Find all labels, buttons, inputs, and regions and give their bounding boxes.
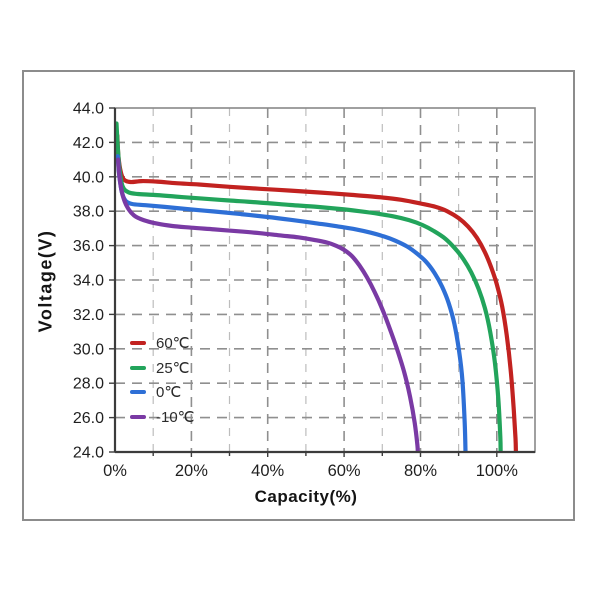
x-tick-label: 20%: [175, 462, 208, 480]
x-tick-label: 0%: [103, 462, 127, 480]
y-tick-label: 26.0: [73, 410, 104, 427]
y-tick-label: 40.0: [73, 169, 104, 186]
y-tick-label: 36.0: [73, 238, 104, 255]
y-axis-title: Voltage(V): [35, 229, 56, 333]
x-tick-label: 60%: [328, 462, 361, 480]
y-tick-label: 24.0: [73, 445, 104, 462]
legend-label: 0℃: [156, 384, 182, 402]
legend: 60℃ 25℃ 0℃ -10℃: [130, 331, 195, 429]
curve--10c: [116, 157, 420, 452]
legend-item-60c: 60℃: [130, 331, 195, 356]
legend-item-25c: 25℃: [130, 356, 195, 381]
y-tick-label: 42.0: [73, 135, 104, 152]
legend-swatch-icon: [130, 390, 146, 395]
curve-0c: [115, 154, 468, 452]
legend-item--10c: -10℃: [130, 405, 195, 430]
legend-swatch-icon: [130, 414, 146, 419]
x-tick-label: 40%: [251, 462, 284, 480]
curve-25c: [114, 121, 503, 452]
legend-swatch-icon: [130, 365, 146, 370]
legend-swatch-icon: [130, 341, 146, 346]
y-tick-label: 38.0: [73, 204, 104, 221]
y-tick-label: 30.0: [73, 341, 104, 358]
legend-label: 60℃: [156, 335, 190, 353]
y-tick-label: 28.0: [73, 376, 104, 393]
x-tick-label: 80%: [404, 462, 437, 480]
y-tick-label: 34.0: [73, 273, 104, 290]
y-tick-label: 44.0: [73, 101, 104, 118]
x-axis-title: Capacity(%): [254, 487, 358, 506]
x-tick-label: 100%: [476, 462, 519, 480]
legend-label: 25℃: [156, 359, 190, 377]
y-tick-label: 32.0: [73, 307, 104, 324]
curve-60c: [115, 133, 518, 452]
legend-item-0c: 0℃: [130, 380, 195, 405]
legend-label: -10℃: [156, 408, 195, 426]
